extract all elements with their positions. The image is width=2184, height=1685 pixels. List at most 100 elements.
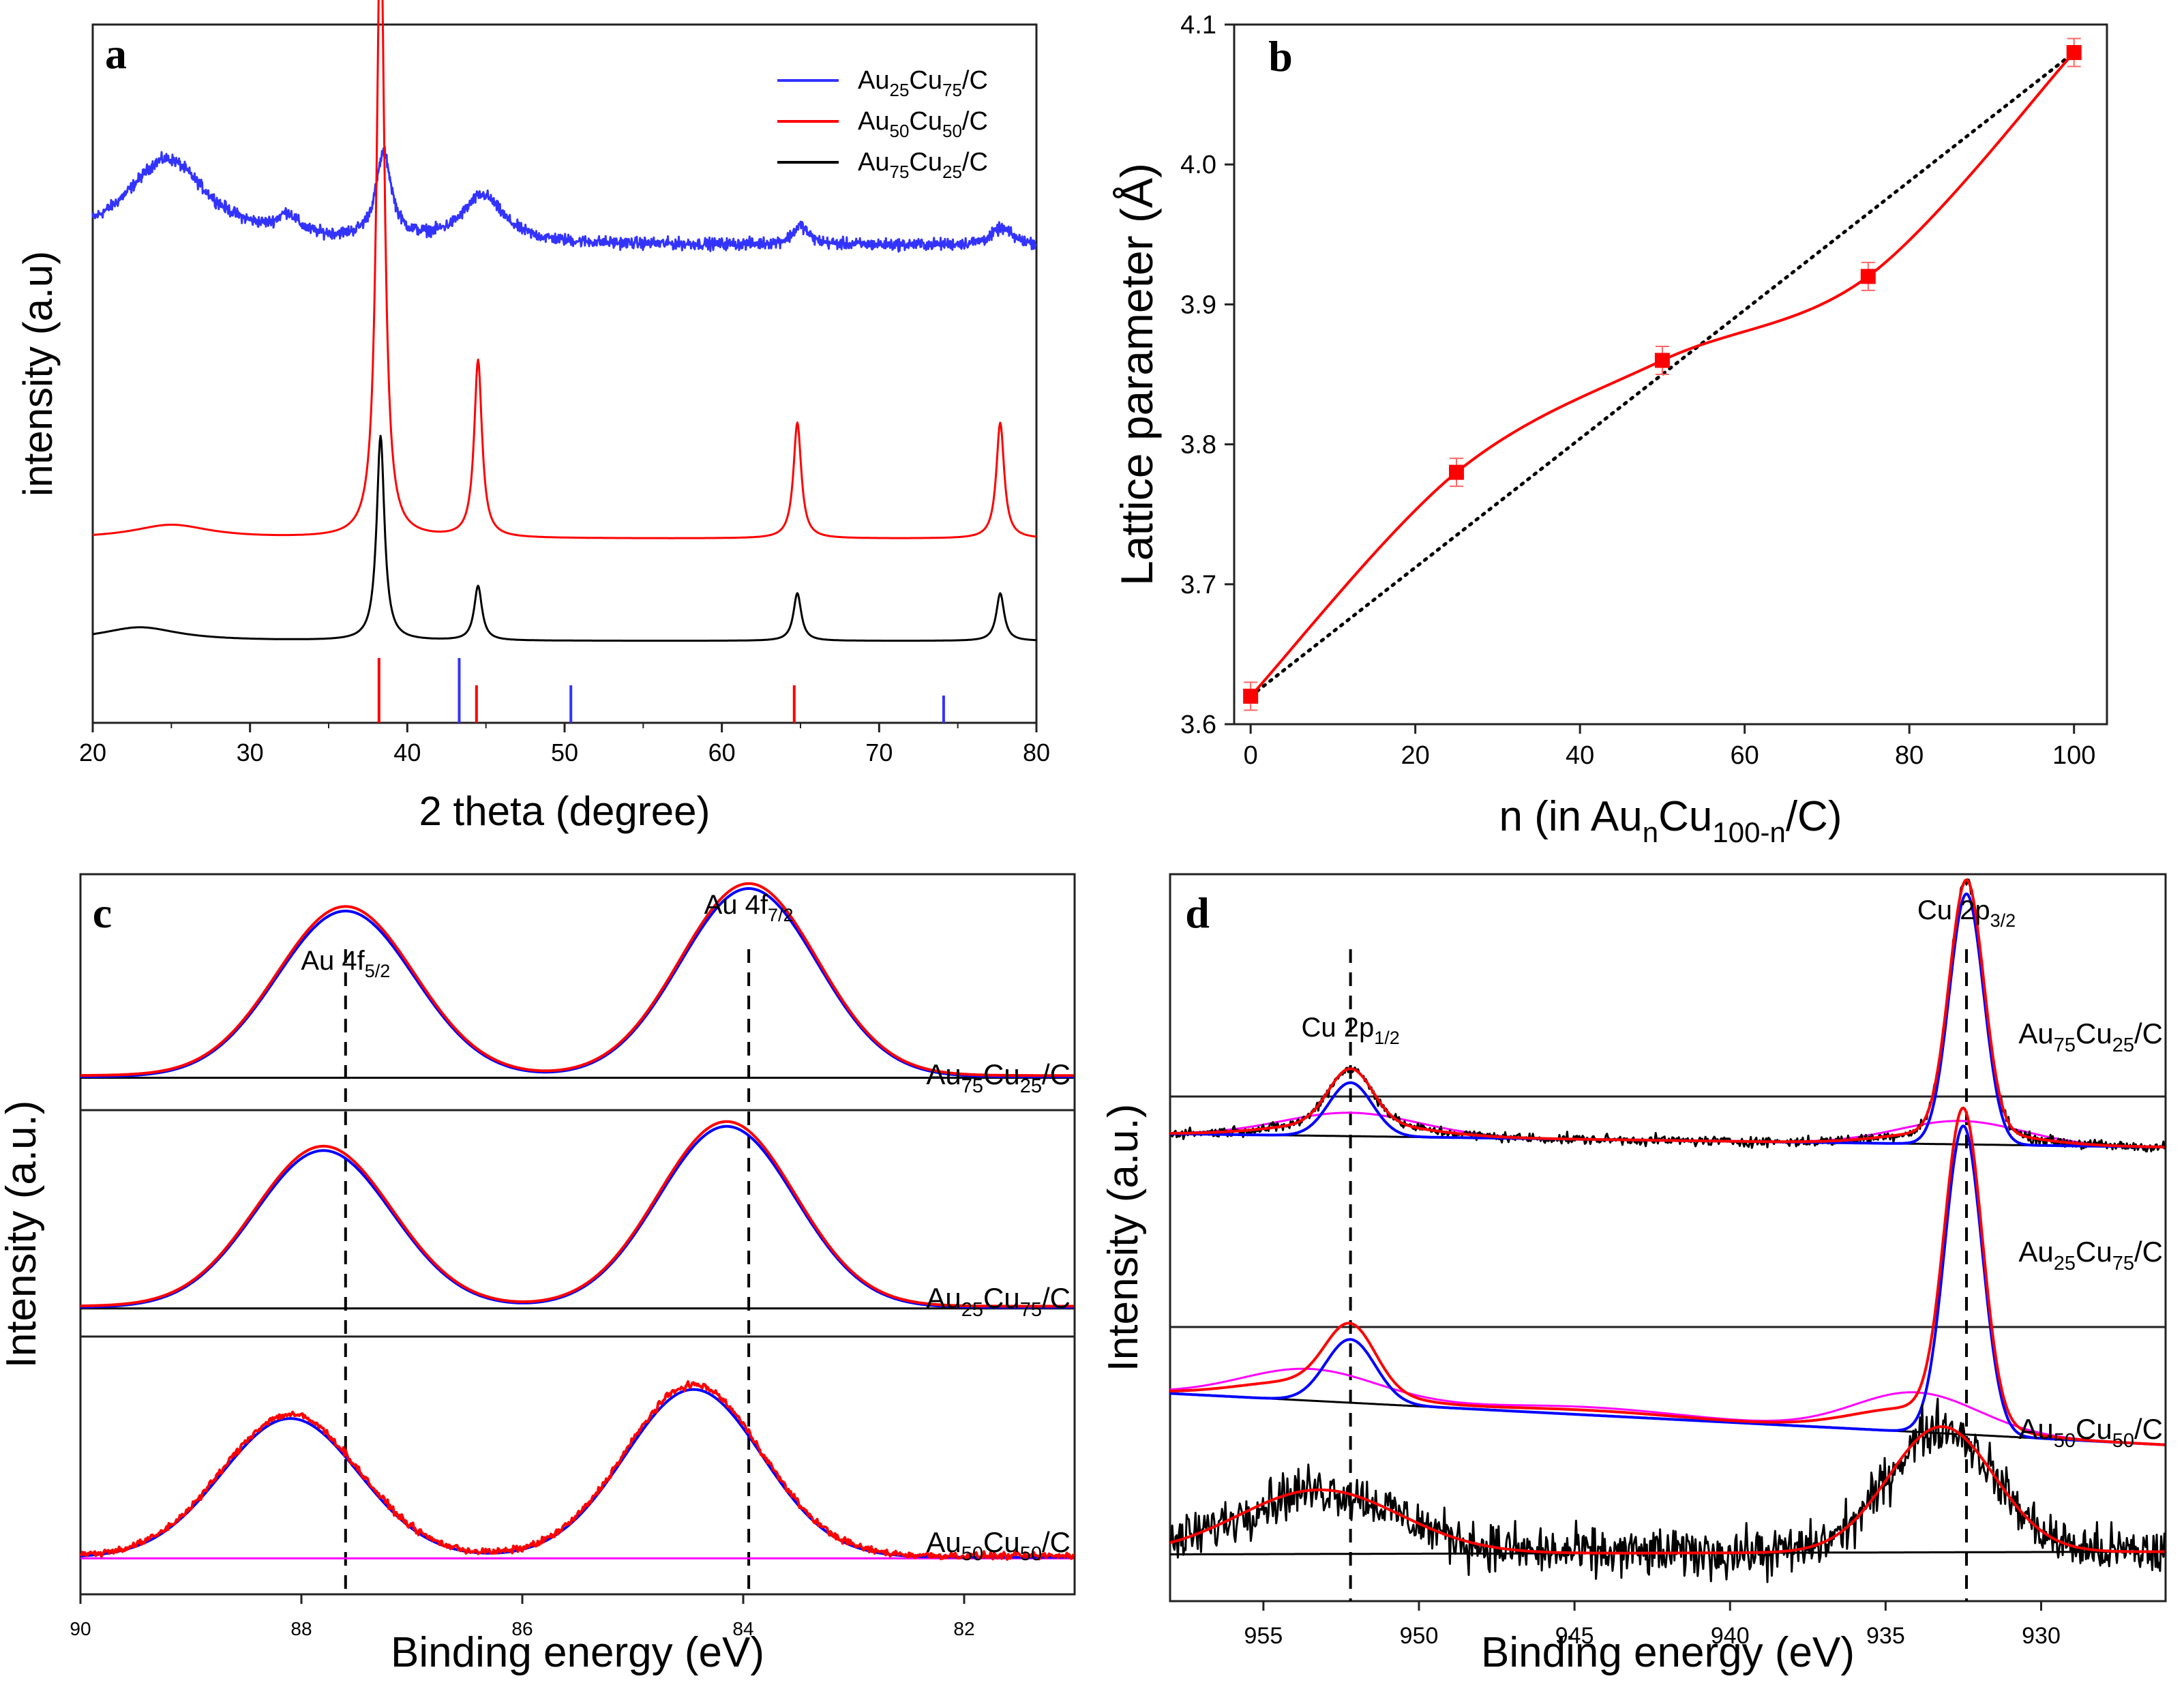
subpanel-label-1-mid: Cu bbox=[983, 1282, 1020, 1314]
peak-label-1: Au 4f7/2 bbox=[704, 890, 794, 925]
y-tick-label-1: 3.7 bbox=[1180, 571, 1216, 599]
subpanel-label-0-mid: Cu bbox=[2076, 1017, 2112, 1049]
legend-label-0-sub1: 25 bbox=[889, 80, 909, 100]
subpanel-label-0-sub2: 25 bbox=[1020, 1075, 1042, 1097]
peak-label-0-sub: 5/2 bbox=[365, 961, 391, 981]
legend-label-0-sub2: 75 bbox=[942, 80, 962, 100]
subpanel-label-2-base: Au bbox=[2018, 1413, 2053, 1445]
subpanel-label-1-sub1: 25 bbox=[961, 1299, 983, 1321]
subpanel-label-2-sub1: 50 bbox=[2054, 1430, 2076, 1452]
y-axis-label: Intensity (a.u.) bbox=[0, 1101, 45, 1369]
x-axis-label-xlabel: n (in Au bbox=[1499, 793, 1643, 840]
peak-label-1-base: Cu 2p bbox=[1917, 895, 1990, 925]
x-tick-label-5: 930 bbox=[2022, 1623, 2061, 1649]
subpanel-label-0: Au75Cu25/C bbox=[926, 1058, 1071, 1097]
x-tick-label-3: 84 bbox=[732, 1618, 753, 1639]
legend-label-1-suffix: /C bbox=[962, 107, 988, 136]
y-tick-label-3: 3.9 bbox=[1180, 290, 1216, 319]
subpanel-label-1-sub1: 25 bbox=[2054, 1253, 2076, 1274]
x-tick-label-1: 88 bbox=[290, 1618, 312, 1639]
subpanel-label-2-sub2: 50 bbox=[2112, 1430, 2134, 1452]
x-tick-label-5: 70 bbox=[865, 739, 893, 766]
plot-frame bbox=[79, 873, 1076, 1596]
x-tick-label-3: 940 bbox=[1711, 1623, 1750, 1649]
envelope-red-2 bbox=[79, 1380, 1075, 1561]
subpanel-label-1-base: Au bbox=[2018, 1236, 2053, 1268]
panel-b: 0 20 40 60 80 100 3.6 3.7 3.8 3.9 4.0 4.1 n (in AunC… bbox=[1111, 11, 2108, 848]
subpanel-label-0-mid: Cu bbox=[983, 1058, 1020, 1090]
subpanel-label-0: Au75Cu25/C bbox=[2018, 1017, 2163, 1056]
subpanel-label-2-suffix: /C bbox=[2134, 1413, 2163, 1445]
x-tick-label-2: 40 bbox=[393, 739, 421, 766]
subpanel-label-1-suffix: /C bbox=[1042, 1282, 1071, 1314]
legend-label-0-base: Au bbox=[858, 66, 889, 95]
envelope-red-1 bbox=[1169, 1106, 2165, 1446]
peak-label-0-sub: 1/2 bbox=[1374, 1028, 1400, 1048]
x-tick-label-5: 100 bbox=[2052, 741, 2095, 770]
data-point-4 bbox=[2066, 45, 2082, 61]
x-axis-label: 2 theta (degree) bbox=[419, 788, 710, 834]
x-tick-label-2: 945 bbox=[1555, 1623, 1594, 1649]
envelope-red-1 bbox=[80, 1120, 1074, 1308]
legend-label-0-suffix: /C bbox=[962, 66, 988, 95]
subpanel-label-0-suffix: /C bbox=[2134, 1017, 2163, 1049]
plot-frame bbox=[1233, 23, 2108, 726]
component-blue-1 bbox=[1169, 1124, 2165, 1446]
legend-label-1-sub1: 50 bbox=[889, 121, 909, 141]
x-tick-label-0: 0 bbox=[1244, 741, 1258, 770]
legend-label-2-base: Au bbox=[858, 148, 889, 177]
subpanel-label-2-mid: Cu bbox=[2076, 1413, 2112, 1445]
x-tick-label-1: 30 bbox=[237, 739, 264, 766]
x-tick-label-2: 40 bbox=[1566, 741, 1594, 770]
legend-label-1-mid: Cu bbox=[909, 107, 942, 136]
data-point-2 bbox=[1654, 353, 1670, 368]
x-tick-label-0: 20 bbox=[79, 739, 106, 766]
data-point-0 bbox=[1243, 688, 1259, 704]
legend-label-0-mid: Cu bbox=[909, 66, 942, 95]
peak-label-0: Cu 2p1/2 bbox=[1301, 1013, 1399, 1048]
subpanel-label-2-sub2: 50 bbox=[1020, 1543, 1042, 1565]
subpanel-label-1: Au25Cu75/C bbox=[2018, 1236, 2163, 1274]
subpanel-label-2-sub1: 50 bbox=[961, 1543, 983, 1565]
x-tick-label-2: 86 bbox=[511, 1618, 533, 1639]
legend-label-2-sub2: 25 bbox=[942, 162, 962, 182]
y-tick-label-5: 4.1 bbox=[1180, 11, 1216, 40]
peak-label-0-base: Au 4f bbox=[301, 946, 365, 976]
component-blue-0 bbox=[80, 887, 1074, 1078]
y-axis-label: intensity (a.u) bbox=[15, 251, 61, 496]
subpanel-label-1-base: Au bbox=[926, 1282, 961, 1314]
subpanel-label-2: Au50Cu50/C bbox=[926, 1526, 1071, 1565]
y-axis-label: Lattice parameter (Å) bbox=[1111, 163, 1162, 586]
peak-label-1-base: Au 4f bbox=[704, 890, 768, 920]
x-axis-label-xlabel_sub1: n bbox=[1643, 816, 1658, 848]
x-axis-label-xlabel_suffix: /C) bbox=[1786, 793, 1842, 840]
envelope-red-0 bbox=[80, 882, 1074, 1077]
x-axis-label: Binding energy (eV) bbox=[1481, 1629, 1855, 1676]
y-tick-label-4: 4.0 bbox=[1180, 151, 1216, 179]
subpanel-label-2-suffix: /C bbox=[1042, 1526, 1071, 1558]
legend-label-1-base: Au bbox=[858, 107, 889, 136]
y-axis-label: Intensity (a.u.) bbox=[1100, 1104, 1147, 1372]
x-tick-label-3: 60 bbox=[1731, 741, 1759, 770]
subpanel-label-2: Au50Cu50/C bbox=[2018, 1413, 2163, 1452]
x-tick-label-4: 935 bbox=[1866, 1623, 1905, 1649]
component-blue-1 bbox=[80, 1124, 1074, 1309]
subpanel-label-1-mid: Cu bbox=[2076, 1236, 2112, 1268]
series-line-0 bbox=[91, 145, 1037, 253]
subpanel-label-1-sub2: 75 bbox=[1020, 1299, 1042, 1321]
peak-label-1: Cu 2p3/2 bbox=[1917, 895, 2016, 931]
x-axis-label-xlabel_sub2: 100-n bbox=[1712, 816, 1785, 848]
legend-label-2-mid: Cu bbox=[909, 148, 942, 177]
x-tick-label-4: 60 bbox=[708, 739, 736, 766]
peak-label-1-sub: 7/2 bbox=[768, 905, 794, 925]
data-point-3 bbox=[1860, 269, 1876, 284]
peak-label-1-sub: 3/2 bbox=[1990, 910, 2016, 931]
panel-label-a: a bbox=[105, 29, 127, 78]
subpanel-label-0-suffix: /C bbox=[1042, 1058, 1071, 1090]
subpanel-label-0-base: Au bbox=[2018, 1017, 2053, 1049]
x-axis-label-xlabel_mid: Cu bbox=[1658, 793, 1712, 840]
envelope-red-0 bbox=[1169, 878, 2165, 1149]
